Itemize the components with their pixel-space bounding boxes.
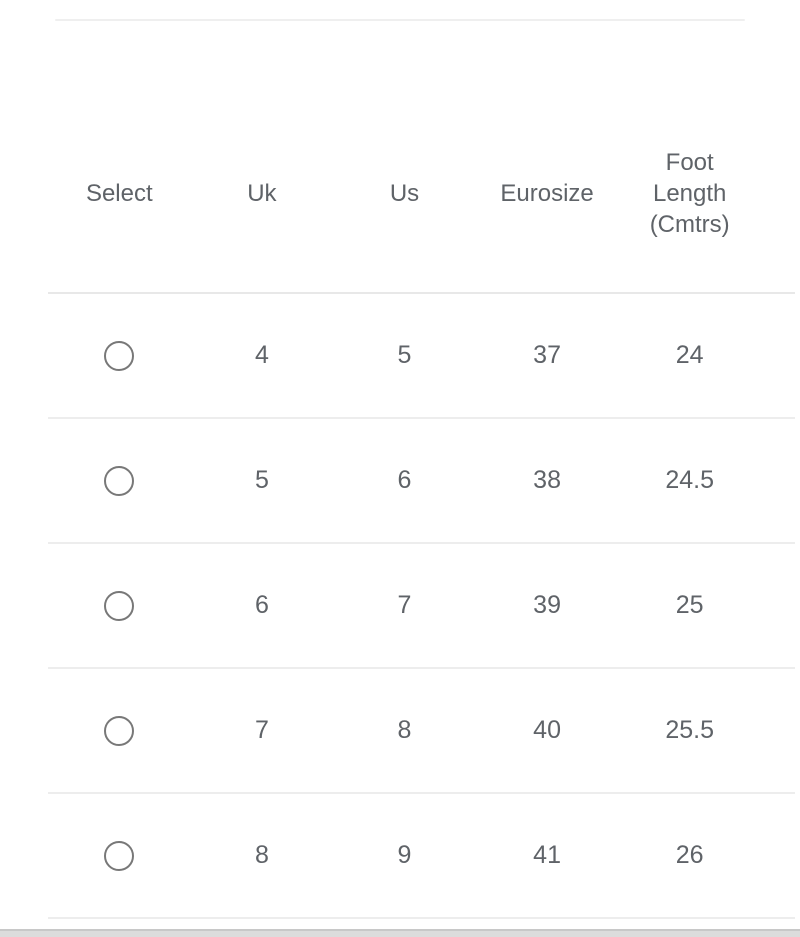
foot-length-value: 25.5	[665, 716, 714, 744]
eurosize-value: 38	[533, 466, 561, 494]
size-select-radio[interactable]	[104, 465, 135, 496]
top-divider	[55, 19, 745, 21]
uk-value: 4	[254, 341, 269, 369]
select-cell	[48, 340, 191, 371]
select-cell	[48, 840, 191, 871]
size-select-radio[interactable]	[104, 840, 135, 871]
header-select: Select	[85, 180, 153, 207]
us-value: 8	[397, 716, 412, 744]
foot-length-value: 24	[675, 341, 704, 369]
eurosize-value: 37	[533, 341, 561, 369]
eurosize-value: 39	[533, 591, 561, 619]
uk-value: 6	[254, 591, 269, 619]
us-value: 9	[397, 841, 412, 869]
table-row: 7 8 40 25.5	[48, 669, 795, 794]
size-select-radio[interactable]	[104, 590, 135, 621]
table-row: 6 7 39 25	[48, 544, 795, 669]
uk-value: 5	[254, 466, 269, 494]
bottom-bar	[0, 929, 800, 937]
size-chart-table: Select Uk Us Eurosize Foot Length (Cmtrs…	[48, 20, 795, 937]
us-value: 7	[397, 591, 412, 619]
header-us: Us	[389, 180, 420, 207]
header-foot-length: Foot Length (Cmtrs)	[649, 149, 730, 238]
table-header-row: Select Uk Us Eurosize Foot Length (Cmtrs…	[48, 20, 795, 294]
header-eurosize: Eurosize	[500, 180, 594, 207]
size-select-radio[interactable]	[104, 340, 135, 371]
uk-value: 7	[254, 716, 269, 744]
us-value: 6	[397, 466, 412, 494]
table-row: 8 9 41 26	[48, 794, 795, 919]
eurosize-value: 40	[533, 716, 561, 744]
table-row: 4 5 37 24	[48, 294, 795, 419]
eurosize-value: 41	[533, 841, 561, 869]
header-uk: Uk	[247, 180, 277, 207]
select-cell	[48, 715, 191, 746]
uk-value: 8	[254, 841, 269, 869]
foot-length-value: 24.5	[665, 466, 714, 494]
select-cell	[48, 465, 191, 496]
foot-length-value: 25	[675, 591, 704, 619]
foot-length-value: 26	[675, 841, 704, 869]
select-cell	[48, 590, 191, 621]
us-value: 5	[397, 341, 412, 369]
table-row: 5 6 38 24.5	[48, 419, 795, 544]
size-select-radio[interactable]	[104, 715, 135, 746]
